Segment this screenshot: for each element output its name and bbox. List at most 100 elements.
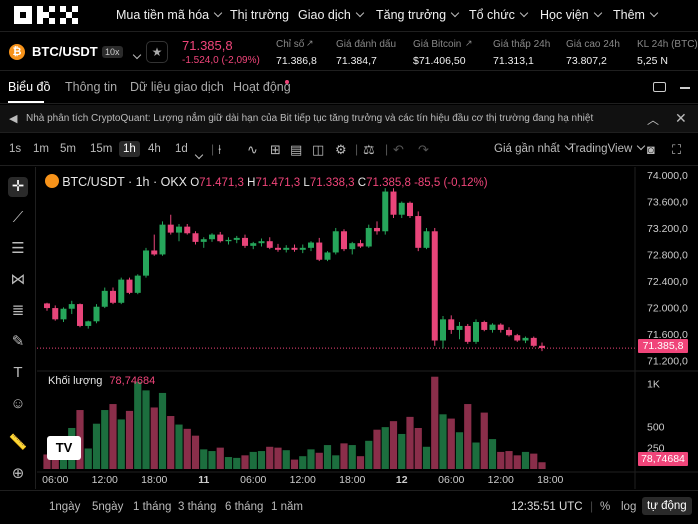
indicators-icon[interactable]: ∿	[247, 142, 258, 157]
volume-bar	[158, 392, 167, 469]
fib-icon[interactable]: ≣	[11, 302, 25, 319]
emoji-icon[interactable]: ☺	[10, 395, 26, 412]
stat-low-value: 71.313,1	[493, 55, 534, 67]
text-icon[interactable]: T	[13, 364, 23, 381]
news-banner[interactable]: ◀ Nhà phân tích CryptoQuant: Lượng nắm g…	[0, 105, 698, 133]
stat-btc-price-label: Giá Bitcoin	[413, 39, 462, 50]
chart-settings-icon[interactable]: ⊞	[270, 142, 281, 157]
tab-trading-data[interactable]: Dữ liệu giao dịch	[130, 80, 224, 94]
scales-icon[interactable]: ⚖	[363, 142, 375, 157]
tab-chart[interactable]: Biểu đồ	[8, 80, 51, 94]
nav-more[interactable]: Thêm	[613, 8, 659, 22]
candle-body	[365, 227, 372, 247]
timeframe-1d[interactable]: 1d	[175, 143, 188, 155]
range-5d[interactable]: 5ngày	[92, 501, 124, 513]
chevron-up-icon[interactable]: ︿	[647, 113, 660, 127]
volume-bar	[249, 451, 257, 469]
template-icon[interactable]: ▤	[290, 142, 303, 157]
layout-panel-icon[interactable]	[653, 82, 666, 92]
nav-markets[interactable]: Thị trường	[230, 8, 289, 22]
tradingview-logo[interactable]: TV	[47, 436, 81, 460]
range-1y[interactable]: 1 năm	[271, 501, 303, 513]
active-tab-indicator	[8, 101, 44, 103]
okx-logo[interactable]	[14, 6, 80, 26]
volume-bar	[208, 451, 216, 469]
trend-line-icon[interactable]: ⟋	[12, 209, 24, 226]
timeframe-15m[interactable]: 15m	[90, 143, 113, 155]
timeframe-1s[interactable]: 1s	[9, 143, 22, 155]
close-icon[interactable]: ✕	[675, 110, 687, 126]
stat-btc-price-value: $71.406,50	[413, 55, 466, 67]
nav-grow[interactable]: Tăng trưởng	[376, 8, 460, 22]
redo-icon[interactable]: ↷	[418, 142, 429, 157]
external-link-icon[interactable]: ↗	[306, 38, 314, 48]
volume-bar	[200, 449, 208, 469]
candle-body	[233, 237, 240, 240]
legend-c-label: C	[357, 177, 367, 189]
ruler-icon[interactable]: 📏	[8, 434, 28, 451]
brush-icon[interactable]: ✎	[11, 333, 25, 350]
clock-utc[interactable]: 12:35:51 UTC	[511, 501, 583, 513]
time-axis-tick: 06:00	[438, 474, 464, 486]
chevron-down-icon	[355, 8, 365, 18]
gear-icon[interactable]: ⚙	[335, 142, 347, 157]
undo-icon[interactable]: ↶	[393, 142, 404, 157]
timeframe-more-chevron-icon[interactable]	[194, 150, 204, 160]
view-select[interactable]: TradingView	[569, 141, 646, 155]
volume-bar	[414, 427, 422, 469]
horizontal-lines-icon[interactable]: ☰	[11, 240, 25, 257]
time-axis-tick: 18:00	[339, 474, 365, 486]
candle-type-icon[interactable]: ⍿	[218, 142, 222, 157]
volume-bar	[290, 459, 299, 469]
compare-icon[interactable]: ◫	[312, 142, 325, 157]
pair-dropdown-chevron-icon[interactable]	[132, 50, 142, 60]
stat-volume-label: KL 24h (BTC)	[637, 39, 698, 50]
timeframe-1m[interactable]: 1m	[33, 143, 49, 155]
crosshair-icon[interactable]: ✛	[8, 177, 28, 197]
volume-bar	[274, 447, 282, 469]
candle-body	[217, 234, 224, 242]
volume-bar	[167, 416, 175, 469]
price-chart[interactable]: 74.000,0 73.600,0 73.200,0 72.800,0 72.400,0…	[37, 167, 698, 489]
favorite-star-icon[interactable]: ★	[146, 41, 168, 63]
leverage-badge: 10x	[102, 46, 123, 58]
log-toggle[interactable]: log	[621, 501, 637, 513]
timeframe-1h[interactable]: 1h	[119, 141, 140, 157]
range-1d[interactable]: 1ngày	[49, 501, 81, 513]
volume-bar	[356, 456, 365, 469]
candle-body	[539, 345, 545, 349]
fullscreen-icon[interactable]: ⛶	[672, 142, 682, 157]
pair-name[interactable]: BTC/USDT	[32, 44, 98, 59]
camera-icon[interactable]: ◙	[647, 142, 655, 157]
volume-bar	[447, 418, 455, 469]
candle-body	[497, 324, 504, 330]
minimize-icon[interactable]	[680, 87, 690, 89]
banner-text[interactable]: Nhà phân tích CryptoQuant: Lượng nắm giữ…	[26, 113, 594, 124]
external-link-icon[interactable]: ↗	[465, 38, 473, 48]
chevron-down-icon	[213, 8, 223, 18]
timeframe-5m[interactable]: 5m	[60, 143, 76, 155]
nav-learn[interactable]: Học viện	[540, 8, 602, 22]
tab-activity[interactable]: Hoạt động	[233, 80, 291, 94]
legend-high: 71.471,3	[255, 177, 301, 189]
stat-index-value: 71.386,8	[276, 55, 317, 67]
stat-index-label: Chỉ số	[276, 39, 305, 50]
pattern-icon[interactable]: ⋈	[10, 271, 26, 288]
volume-bar	[455, 432, 464, 469]
range-3m[interactable]: 3 tháng	[178, 501, 217, 513]
megaphone-icon: ◀	[9, 113, 18, 125]
percent-toggle[interactable]: %	[600, 501, 611, 513]
nav-institutional[interactable]: Tổ chức	[469, 8, 529, 22]
nav-buy-crypto[interactable]: Mua tiền mã hóa	[116, 8, 223, 22]
range-1m[interactable]: 1 tháng	[133, 501, 172, 513]
timeframe-4h[interactable]: 4h	[148, 143, 161, 155]
range-6m[interactable]: 6 tháng	[225, 501, 264, 513]
zoom-in-icon[interactable]: ⊕	[11, 465, 25, 482]
tab-info[interactable]: Thông tin	[65, 80, 118, 94]
nav-trade[interactable]: Giao dịch	[298, 8, 365, 22]
price-type-select[interactable]: Giá gần nhất	[494, 141, 574, 155]
volume-bar	[101, 410, 109, 469]
time-axis-tick: 06:00	[42, 474, 68, 486]
candle-body	[415, 216, 422, 248]
auto-scale-toggle[interactable]: tự động	[642, 497, 692, 515]
